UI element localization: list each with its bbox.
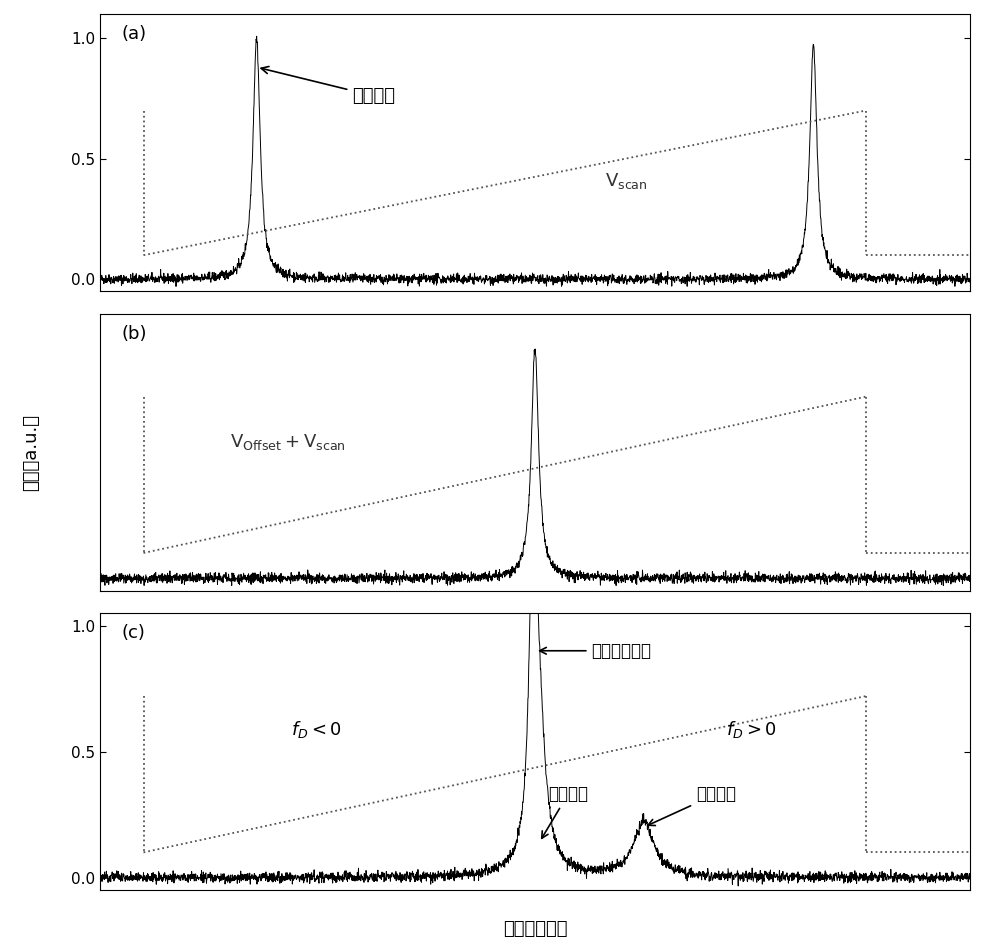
Text: $\mathrm{V_{scan}}$: $\mathrm{V_{scan}}$: [605, 171, 647, 191]
Text: 参考信号: 参考信号: [542, 786, 588, 838]
Text: 回波信号: 回波信号: [648, 786, 736, 825]
Text: $\mathrm{V_{Offset}+V_{scan}}$: $\mathrm{V_{Offset}+V_{scan}}$: [230, 431, 346, 451]
Text: (a): (a): [122, 25, 147, 43]
Text: (b): (b): [122, 325, 147, 343]
Text: 激光参考零频: 激光参考零频: [540, 642, 652, 659]
Text: (c): (c): [122, 624, 146, 642]
Text: $f_D > 0$: $f_D > 0$: [726, 719, 777, 739]
Text: 透射信号: 透射信号: [261, 67, 395, 105]
Text: 强度（a.u.）: 强度（a.u.）: [22, 414, 40, 491]
Text: $f_D < 0$: $f_D < 0$: [291, 719, 342, 739]
Text: 时域或者频域: 时域或者频域: [503, 920, 567, 938]
